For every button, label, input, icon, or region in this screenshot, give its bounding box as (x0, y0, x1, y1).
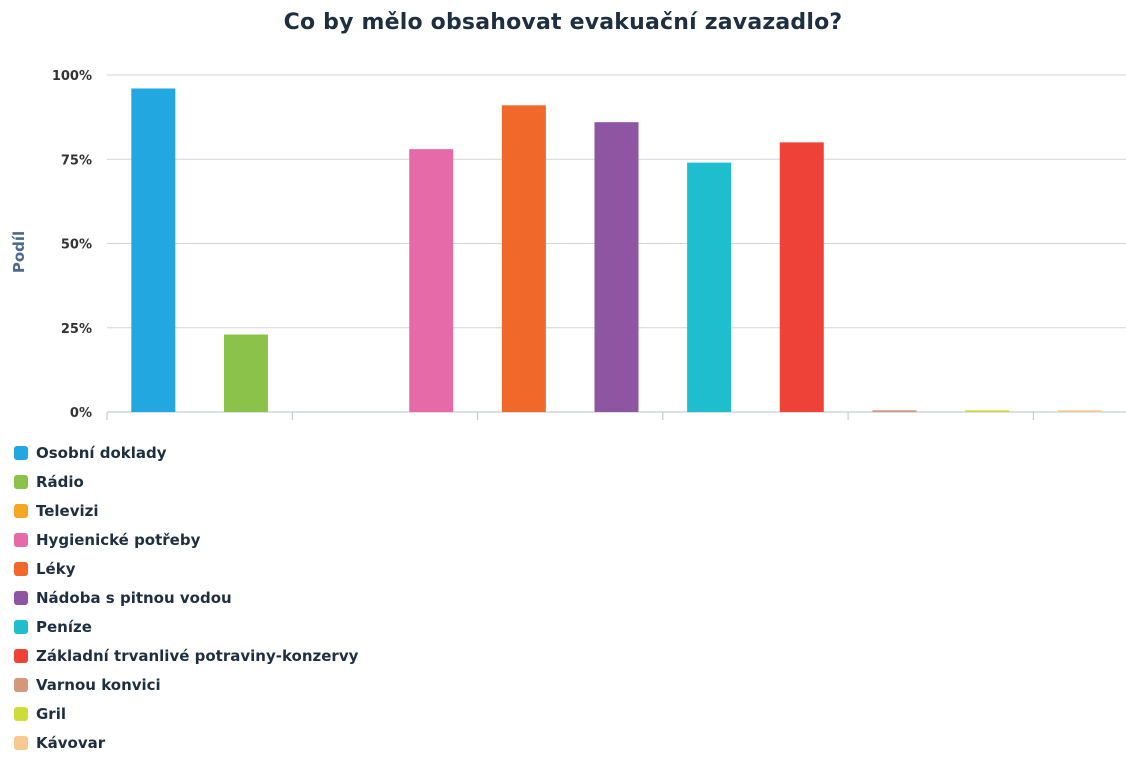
legend-item[interactable]: Kávovar (14, 728, 614, 757)
bar-5[interactable] (501, 105, 546, 412)
legend-item[interactable]: Televizi (14, 496, 614, 525)
bar-6[interactable] (594, 122, 639, 413)
legend-swatch (14, 532, 28, 547)
y-tick-label: 25% (61, 322, 92, 337)
legend-label: Kávovar (36, 733, 106, 752)
legend-item[interactable]: Gril (14, 699, 614, 728)
legend-label: Gril (36, 704, 66, 723)
legend-label: Osobní doklady (36, 443, 167, 462)
bar-4[interactable] (409, 149, 454, 412)
legend-label: Peníze (36, 617, 92, 636)
bar-1[interactable] (131, 88, 176, 412)
bar-10[interactable] (965, 410, 1010, 412)
legend-item[interactable]: Rádio (14, 467, 614, 496)
legend-item[interactable]: Základní trvanlivé potraviny-konzervy (14, 641, 614, 670)
legend-label: Hygienické potřeby (36, 530, 201, 549)
legend-item[interactable]: Nádoba s pitnou vodou (14, 583, 614, 612)
legend-swatch (14, 445, 28, 460)
bar-11[interactable] (1057, 410, 1102, 412)
legend-label: Varnou konvici (36, 675, 161, 694)
legend-item[interactable]: Osobní doklady (14, 438, 614, 467)
legend-item[interactable]: Peníze (14, 612, 614, 641)
bar-9[interactable] (872, 410, 917, 412)
legend-item[interactable]: Varnou konvici (14, 670, 614, 699)
legend-label: Rádio (36, 472, 84, 491)
chart-title: Co by mělo obsahovat evakuační zavazadlo… (283, 10, 843, 35)
legend-swatch (14, 648, 28, 663)
legend-swatch (14, 735, 28, 750)
bar-chart: 0% 25% 50% 75% 100% (52, 69, 1126, 421)
legend-swatch (14, 503, 28, 518)
legend: Osobní doklady Rádio Televizi Hygienické po… (14, 438, 614, 757)
y-tick-label: 0% (70, 406, 92, 421)
legend-label: Základní trvanlivé potraviny-konzervy (36, 646, 359, 665)
legend-item[interactable]: Léky (14, 554, 614, 583)
bar-7[interactable] (687, 162, 732, 412)
legend-item[interactable]: Hygienické potřeby (14, 525, 614, 554)
legend-swatch (14, 677, 28, 692)
y-tick-label: 100% (52, 69, 92, 84)
legend-swatch (14, 561, 28, 576)
y-tick-label: 75% (61, 153, 92, 168)
y-tick-label: 50% (61, 238, 92, 253)
legend-label: Léky (36, 559, 76, 578)
legend-swatch (14, 474, 28, 489)
bar-2[interactable] (223, 334, 268, 412)
bar-8[interactable] (779, 142, 824, 412)
legend-label: Nádoba s pitnou vodou (36, 588, 232, 607)
legend-swatch (14, 590, 28, 605)
legend-swatch (14, 706, 28, 721)
legend-swatch (14, 619, 28, 634)
legend-label: Televizi (36, 501, 99, 520)
